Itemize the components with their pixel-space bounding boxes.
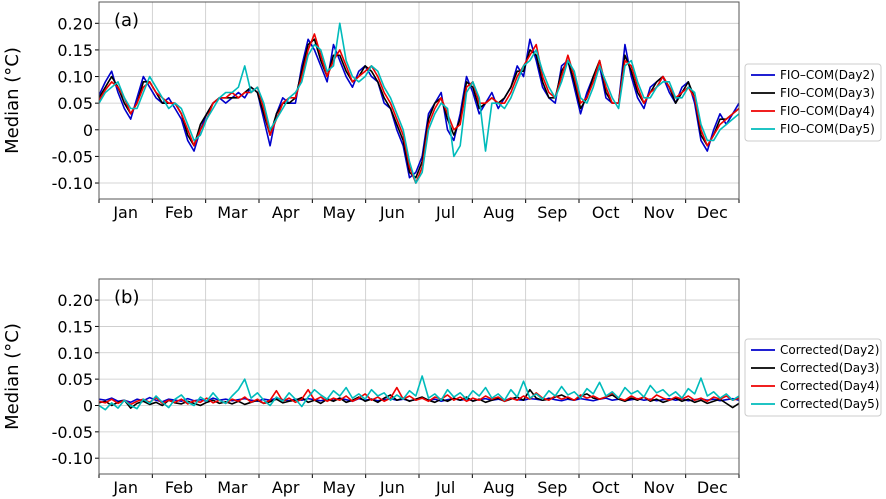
plot-frame	[98, 278, 740, 475]
legend-entry: FIO–COM(Day5)	[780, 122, 875, 136]
y-tick-label: -0.05	[52, 423, 93, 442]
x-tick-label: Mar	[217, 203, 248, 222]
y-axis-label: Median (°C)	[2, 47, 23, 154]
y-tick-label: 0.15	[57, 317, 93, 336]
y-axis-label: Median (°C)	[2, 323, 23, 430]
legend-entry: Corrected(Day5)	[780, 397, 880, 411]
y-tick-label: 0.20	[57, 291, 93, 310]
panel-label: (a)	[114, 10, 139, 31]
y-tick-label: 0.15	[57, 41, 93, 60]
y-tick-label: 0.05	[57, 94, 93, 113]
x-tick-label: Sep	[537, 203, 567, 222]
y-tick-label: 0	[83, 121, 93, 140]
x-tick-label: Apr	[272, 478, 300, 497]
x-tick-label: Apr	[272, 203, 300, 222]
x-tick-label: Dec	[697, 478, 728, 497]
plot-frame	[98, 1, 740, 200]
y-tick-label: 0.05	[57, 370, 93, 389]
legend-entry: Corrected(Day2)	[780, 343, 880, 357]
y-tick-label: -0.10	[52, 449, 93, 468]
x-tick-label: Feb	[165, 203, 193, 222]
x-tick-label: May	[322, 478, 355, 497]
legend-entry: FIO–COM(Day4)	[780, 104, 875, 118]
x-tick-label: Jul	[435, 478, 455, 497]
panel-b: -0.10 -0.05 0 0.05 0.10 0.15 0.20 Jan Feb Mar Apr M…	[2, 278, 882, 497]
y-tick-label: 0.10	[57, 344, 93, 363]
x-tick-label: Aug	[483, 478, 514, 497]
x-tick-label: Jul	[435, 203, 455, 222]
legend: Corrected(Day2) Corrected(Day3) Corrected(…	[744, 338, 882, 417]
legend-entry: Corrected(Day3)	[780, 361, 880, 375]
y-tick-label: -0.10	[52, 174, 93, 193]
x-tick-label: Nov	[643, 478, 674, 497]
y-tick-label: 0	[83, 396, 93, 415]
legend-entry: FIO–COM(Day3)	[780, 86, 875, 100]
y-tick-label: 0.10	[57, 68, 93, 87]
x-tick-label: Mar	[217, 478, 248, 497]
legend: FIO–COM(Day2) FIO–COM(Day3) FIO–COM(Day4) F…	[744, 63, 882, 142]
x-tick-label: Sep	[537, 478, 567, 497]
legend-entry: FIO–COM(Day2)	[780, 68, 875, 82]
x-tick-label: Feb	[165, 478, 193, 497]
x-tick-label: May	[322, 203, 355, 222]
x-tick-label: Jan	[112, 478, 138, 497]
y-tick-label: 0.20	[57, 14, 93, 33]
series-line-4	[99, 22, 739, 184]
x-tick-label: Nov	[643, 203, 674, 222]
y-tick-label: -0.05	[52, 147, 93, 166]
series-line-2	[99, 388, 739, 409]
legend-box	[744, 63, 882, 142]
legend-box	[744, 338, 882, 417]
x-tick-label: Oct	[592, 478, 620, 497]
x-tick-label: Jan	[112, 203, 138, 222]
series-line-4	[99, 375, 739, 411]
legend-entry: Corrected(Day4)	[780, 379, 880, 393]
x-tick-label: Dec	[697, 203, 728, 222]
panel-label: (b)	[114, 287, 139, 308]
x-tick-label: Oct	[592, 203, 620, 222]
x-tick-label: Aug	[483, 203, 514, 222]
x-tick-label: Jun	[379, 478, 405, 497]
series-line-2	[99, 38, 739, 179]
panel-a: -0.10 -0.05 0 0.05 0.10 0.15 0.20 Jan Feb Mar Apr M…	[2, 1, 882, 222]
x-tick-label: Jun	[379, 203, 405, 222]
series-line-3	[99, 386, 739, 406]
